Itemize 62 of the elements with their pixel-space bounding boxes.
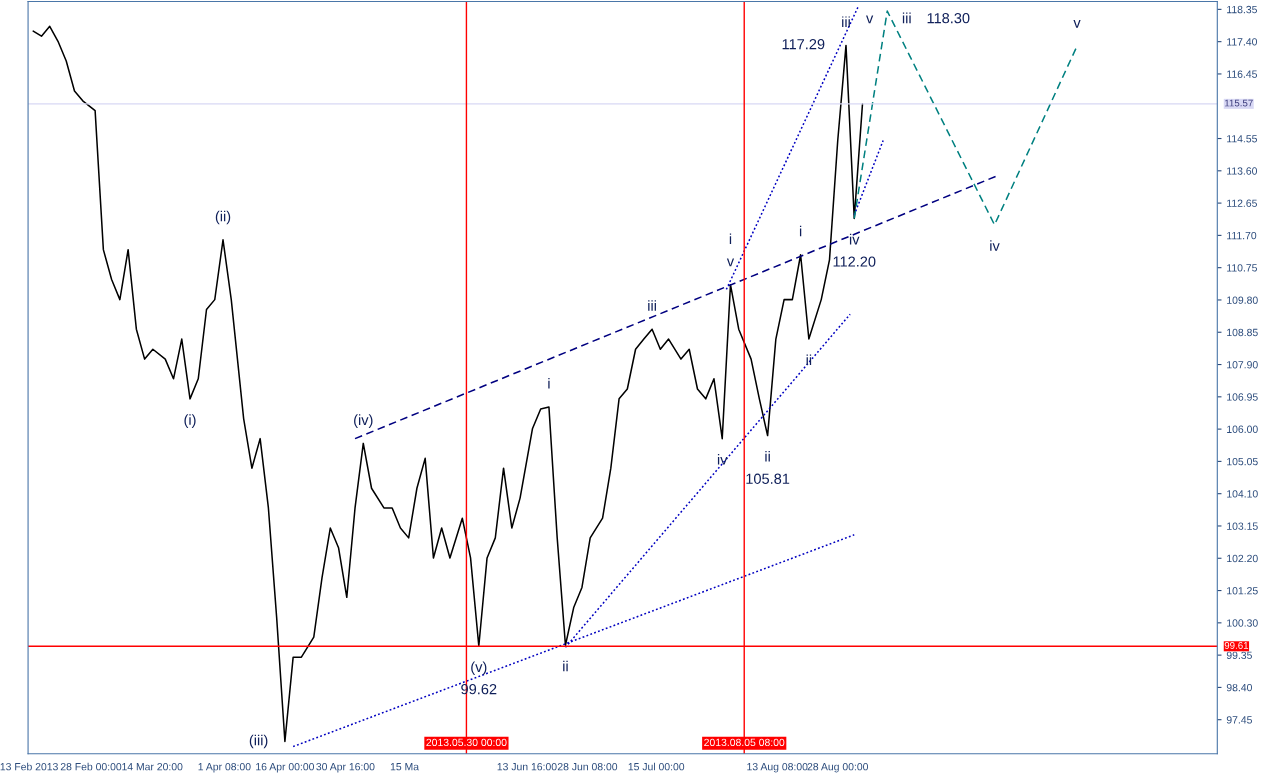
x-tick-label: 15 Ma [390, 763, 420, 771]
ref-line-label: 2013.05.30 00:00 [426, 738, 507, 747]
ref-line-label: 2013.08.05 08:00 [704, 738, 785, 747]
annotation: (iv) [354, 414, 373, 428]
annotation: (i) [184, 414, 196, 428]
annotation: iv [849, 233, 860, 245]
x-tick-label: 30 Apr 16:00 [316, 762, 375, 773]
y-tick-label: 110.75 [1227, 264, 1257, 272]
annotation: v [866, 15, 874, 24]
annotation: i [548, 378, 550, 389]
annotation: ii [765, 451, 770, 462]
x-tick-label: 13 Feb 2013 [0, 762, 58, 771]
annotation: v [1073, 19, 1081, 28]
annotation: 117.29 [782, 38, 825, 50]
annotation: iv [717, 454, 728, 465]
y-tick-label: 117.40 [1227, 38, 1258, 46]
annotation: 105.81 [746, 473, 790, 484]
ref-line-label: 115.57 [1224, 99, 1253, 107]
y-tick-label: 112.65 [1227, 199, 1257, 207]
x-tick-label: 28 Feb 00:00 [60, 762, 122, 771]
x-tick-label: 13 Aug 08:00 [747, 762, 808, 773]
y-tick-label: 102.20 [1227, 554, 1258, 563]
ref-line-label: 99.61 [1224, 642, 1249, 649]
x-tick-label: 14 Mar 20:00 [122, 762, 183, 771]
x-tick-label: 1 Apr 08:00 [198, 762, 251, 773]
annotation: v [726, 258, 735, 267]
annotation: ii [806, 354, 812, 366]
annotation: iv [990, 240, 1000, 251]
annotation: iii [842, 16, 850, 27]
annotation: (iii) [249, 734, 268, 749]
annotation: 112.20 [833, 256, 876, 267]
y-tick-label: 106.00 [1227, 425, 1258, 433]
annotation: ii [563, 660, 568, 672]
x-tick-label: 13 Jun 16:00 [497, 762, 557, 771]
x-tick-label: 28 Aug 00:00 [807, 762, 869, 773]
x-tick-label: 16 Apr 00:00 [256, 762, 315, 773]
y-tick-label: 114.55 [1227, 135, 1257, 143]
y-tick-label: 98.40 [1226, 683, 1252, 692]
y-tick-label: 106.95 [1227, 393, 1258, 401]
x-tick-label: 15 Jul 00:00 [628, 762, 685, 771]
y-tick-label: 101.25 [1227, 587, 1258, 595]
annotation: i [799, 225, 802, 237]
annotation: iii [648, 300, 656, 311]
y-tick-label: 109.80 [1227, 296, 1258, 304]
y-tick-label: 111.70 [1227, 231, 1257, 240]
y-tick-label: 99.35 [1226, 651, 1252, 659]
y-tick-label: 104.10 [1227, 490, 1258, 498]
annotation: iii [902, 12, 911, 24]
y-tick-label: 118.35 [1227, 5, 1257, 14]
y-tick-label: 116.45 [1227, 70, 1257, 78]
annotation: (ii) [215, 210, 231, 225]
annotation: (v) [471, 661, 487, 675]
y-tick-label: 108.85 [1227, 328, 1258, 337]
annotation: 118.30 [927, 12, 970, 24]
y-tick-label: 107.90 [1227, 361, 1258, 369]
y-tick-label: 100.30 [1227, 619, 1258, 627]
y-tick-label: 103.15 [1227, 522, 1258, 530]
y-tick-label: 97.45 [1226, 716, 1252, 724]
y-tick-label: 105.05 [1227, 457, 1258, 466]
annotation: i [729, 233, 732, 244]
y-tick-label: 113.60 [1227, 167, 1258, 175]
x-tick-label: 28 Jun 08:00 [557, 762, 618, 771]
